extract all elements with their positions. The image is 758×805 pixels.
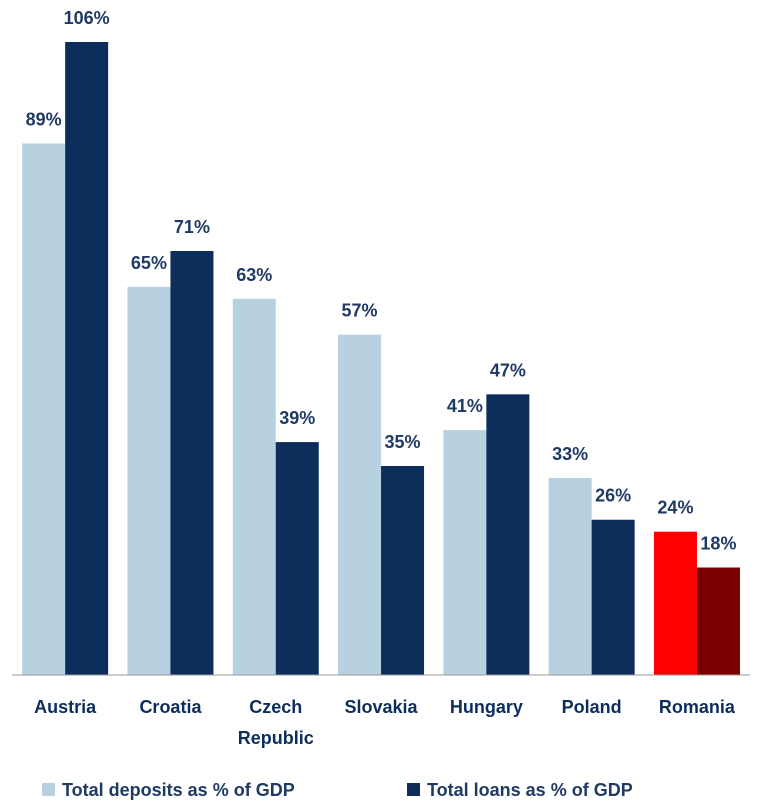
bar: [591, 519, 635, 675]
legend-swatch: [407, 783, 420, 796]
value-label: 65%: [131, 253, 167, 273]
bar: [22, 143, 66, 676]
x-tick-label: Poland: [562, 697, 622, 717]
x-tick-label: Romania: [659, 697, 736, 717]
x-tick-label: Austria: [34, 697, 97, 717]
value-label: 57%: [342, 301, 378, 321]
value-label: 41%: [447, 396, 483, 416]
bar: [127, 286, 171, 675]
bar: [232, 298, 276, 675]
legend-label: Total deposits as % of GDP: [62, 780, 295, 800]
bar: [275, 442, 319, 675]
bar: [443, 430, 487, 675]
x-tick-label: Czech Republic: [238, 697, 314, 748]
bar: [696, 567, 740, 675]
bar: [170, 251, 214, 675]
legend-swatch: [42, 783, 55, 796]
value-label: 39%: [279, 408, 315, 428]
bar: [338, 334, 382, 675]
x-tick-label: Slovakia: [345, 697, 419, 717]
bar: [653, 531, 697, 675]
bar: [486, 394, 530, 675]
value-label: 89%: [26, 110, 62, 130]
bar: [381, 465, 425, 675]
value-label: 33%: [552, 444, 588, 464]
x-tick-label: Croatia: [139, 697, 202, 717]
value-label: 71%: [174, 217, 210, 237]
x-tick-label: Hungary: [450, 697, 523, 717]
legend-label: Total loans as % of GDP: [427, 780, 633, 800]
value-label: 47%: [490, 360, 526, 380]
value-label: 24%: [657, 498, 693, 518]
bar: [548, 477, 592, 675]
value-label: 26%: [595, 486, 631, 506]
value-label: 35%: [385, 432, 421, 452]
value-label: 106%: [64, 8, 110, 28]
value-label: 63%: [236, 265, 272, 285]
value-label: 18%: [700, 534, 736, 554]
bar: [65, 42, 109, 675]
